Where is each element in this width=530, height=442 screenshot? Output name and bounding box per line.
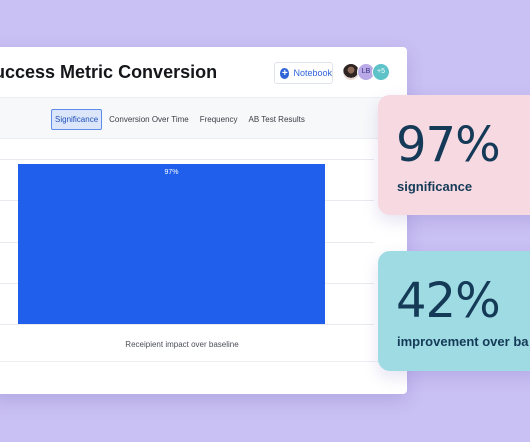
bar-value-label: 97% — [164, 168, 179, 176]
stat-label: significance — [397, 179, 473, 194]
stat-label: improvement over ba — [397, 334, 529, 349]
bar-chart: 97% — [0, 157, 374, 337]
tab-bar: Significance Conversion Over Time Freque… — [51, 109, 309, 130]
divider — [0, 361, 407, 362]
dashboard-card: uccess Metric Conversion + Notebook LB +… — [0, 47, 407, 394]
stat-value: 97% — [396, 117, 501, 173]
x-axis-label: Receipient impact over baseline — [125, 340, 239, 349]
tab-ab-test-results[interactable]: AB Test Results — [248, 115, 305, 124]
tab-conversion-over-time[interactable]: Conversion Over Time — [109, 115, 189, 124]
card-header: uccess Metric Conversion + Notebook LB +… — [0, 47, 407, 98]
avatar-more-count[interactable]: +5 — [372, 63, 390, 81]
notebook-button[interactable]: + Notebook — [274, 62, 333, 84]
tab-frequency[interactable]: Frequency — [199, 115, 238, 124]
notebook-button-label: Notebook — [293, 68, 332, 78]
gridline — [0, 324, 374, 325]
chart-bar[interactable] — [18, 163, 325, 324]
gridline — [0, 159, 374, 160]
tab-significance[interactable]: Significance — [51, 109, 103, 130]
significance-stat-card: 97% significance — [378, 95, 530, 215]
stat-value: 42% — [396, 273, 501, 329]
page-title: uccess Metric Conversion — [0, 62, 218, 82]
plus-icon: + — [280, 67, 290, 79]
improvement-stat-card: 42% improvement over ba — [378, 251, 530, 371]
